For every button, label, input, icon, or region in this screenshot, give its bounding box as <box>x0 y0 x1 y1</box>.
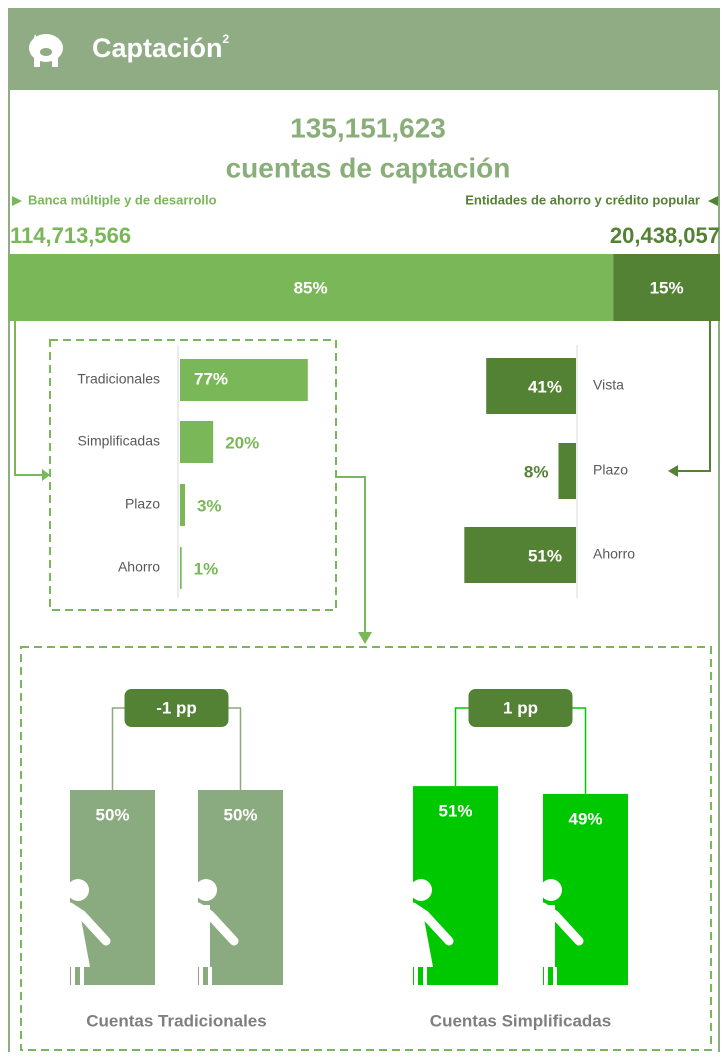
split-bar <box>613 254 720 321</box>
bracket <box>454 707 587 794</box>
female-icon <box>408 879 454 985</box>
bar <box>464 527 576 583</box>
value-label: 50% <box>95 805 129 824</box>
segment-name: Banca múltiple y de desarrollo <box>28 192 217 207</box>
category-label: Vista <box>593 377 624 393</box>
change-box <box>468 689 573 727</box>
arrowhead <box>42 469 50 481</box>
segment-amount: 114,713,566 <box>10 223 131 248</box>
female-icon <box>65 879 111 985</box>
icon-head <box>195 879 217 901</box>
split-label: 15% <box>650 278 684 297</box>
bar <box>558 443 576 499</box>
bar <box>180 547 182 589</box>
connector <box>337 476 366 634</box>
bracket <box>111 707 242 790</box>
dashed-box <box>20 646 712 1051</box>
icon-leg <box>423 967 427 985</box>
connectors <box>14 321 711 644</box>
value-label: 51% <box>438 802 472 821</box>
segment-name: Entidades de ahorro y crédito popular <box>465 192 700 207</box>
change-label: -1 pp <box>156 698 197 717</box>
icon-body <box>198 905 210 967</box>
icon-leg <box>544 967 548 985</box>
value-label: 49% <box>568 809 602 828</box>
dashed-box <box>49 339 337 611</box>
icon-leg <box>71 967 75 985</box>
arrow-icon <box>708 196 718 206</box>
bar <box>180 359 308 401</box>
icon-body <box>413 905 433 967</box>
value-label: 1% <box>194 559 219 578</box>
icon-head <box>67 879 89 901</box>
piggy-icon <box>29 34 63 67</box>
value-label: 8% <box>524 462 549 481</box>
icon-leg <box>414 967 418 985</box>
header-title: Captación2 <box>92 32 230 63</box>
category-label: Simplificadas <box>78 433 160 449</box>
total-label: cuentas de captación <box>226 152 511 183</box>
change-label: 1 pp <box>503 698 538 717</box>
connector <box>678 321 711 472</box>
value-label: 51% <box>528 546 562 565</box>
segment-amount: 20,438,057 <box>610 223 720 248</box>
icon-leg <box>553 967 557 985</box>
bar <box>180 421 214 463</box>
total-value: 135,151,623 <box>290 112 446 143</box>
category-label: Ahorro <box>118 559 160 575</box>
icon-leg <box>199 967 203 985</box>
split-bar <box>8 254 614 321</box>
icon-head <box>540 879 562 901</box>
value-label: 77% <box>194 369 228 388</box>
bar <box>486 358 576 414</box>
change-box <box>124 689 229 727</box>
bar <box>180 484 185 526</box>
title-text: Captación <box>92 33 223 63</box>
icon-body <box>70 905 90 967</box>
value-label: 41% <box>528 377 562 396</box>
group-label: Cuentas Simplificadas <box>430 1011 611 1030</box>
male-icon <box>538 879 584 985</box>
group-label: Cuentas Tradicionales <box>86 1011 266 1030</box>
icon-head <box>410 879 432 901</box>
arrowhead <box>358 632 372 644</box>
category-label: Plazo <box>593 462 628 478</box>
icon-leg <box>80 967 84 985</box>
value-label: 20% <box>225 433 259 452</box>
category-label: Ahorro <box>593 546 635 562</box>
value-label: 3% <box>197 496 222 515</box>
icon-leg <box>208 967 212 985</box>
arrow-icon <box>12 196 22 206</box>
category-label: Plazo <box>125 496 160 512</box>
title-note: 2 <box>223 32 230 46</box>
arrowhead <box>668 465 678 477</box>
icon-body <box>543 905 555 967</box>
category-label: Tradicionales <box>77 371 160 387</box>
male-icon <box>193 879 239 985</box>
value-label: 50% <box>223 805 257 824</box>
connector <box>14 321 42 476</box>
split-label: 85% <box>294 278 328 297</box>
header-bar <box>8 8 720 90</box>
